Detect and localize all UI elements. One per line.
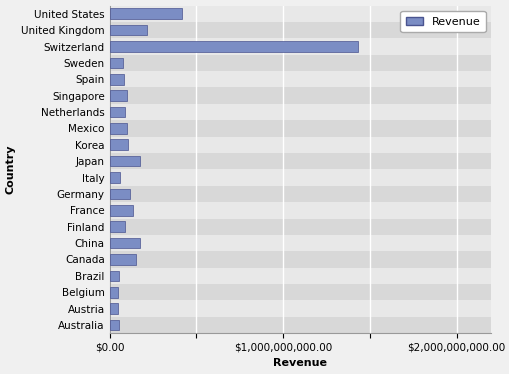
Y-axis label: Country: Country xyxy=(6,145,16,194)
Bar xyxy=(109,41,357,52)
Bar xyxy=(109,58,122,68)
Bar xyxy=(109,238,139,248)
Bar xyxy=(109,251,490,268)
Bar xyxy=(109,270,119,281)
Bar xyxy=(109,140,128,150)
Bar xyxy=(109,88,490,104)
Bar xyxy=(109,172,120,183)
Bar xyxy=(109,254,135,265)
Bar xyxy=(109,300,490,317)
Bar xyxy=(109,55,490,71)
Bar xyxy=(109,74,124,85)
Bar xyxy=(109,303,118,314)
Bar xyxy=(109,287,118,298)
Bar xyxy=(109,153,490,169)
Bar xyxy=(109,169,490,186)
Bar xyxy=(109,107,125,117)
Bar xyxy=(109,235,490,251)
Legend: Revenue: Revenue xyxy=(400,11,485,32)
Bar xyxy=(109,6,490,22)
X-axis label: Revenue: Revenue xyxy=(273,358,327,368)
Bar xyxy=(109,205,133,216)
Bar xyxy=(109,9,181,19)
Bar xyxy=(109,186,490,202)
Bar xyxy=(109,104,490,120)
Bar xyxy=(109,71,490,88)
Bar xyxy=(109,120,490,137)
Bar xyxy=(109,123,127,134)
Bar xyxy=(109,38,490,55)
Bar xyxy=(109,320,119,330)
Bar xyxy=(109,156,139,166)
Bar xyxy=(109,22,490,38)
Bar xyxy=(109,268,490,284)
Bar xyxy=(109,137,490,153)
Bar xyxy=(109,221,125,232)
Bar xyxy=(109,202,490,218)
Bar xyxy=(109,188,129,199)
Bar xyxy=(109,317,490,333)
Bar xyxy=(109,91,127,101)
Bar xyxy=(109,218,490,235)
Bar xyxy=(109,25,147,36)
Bar xyxy=(109,284,490,300)
